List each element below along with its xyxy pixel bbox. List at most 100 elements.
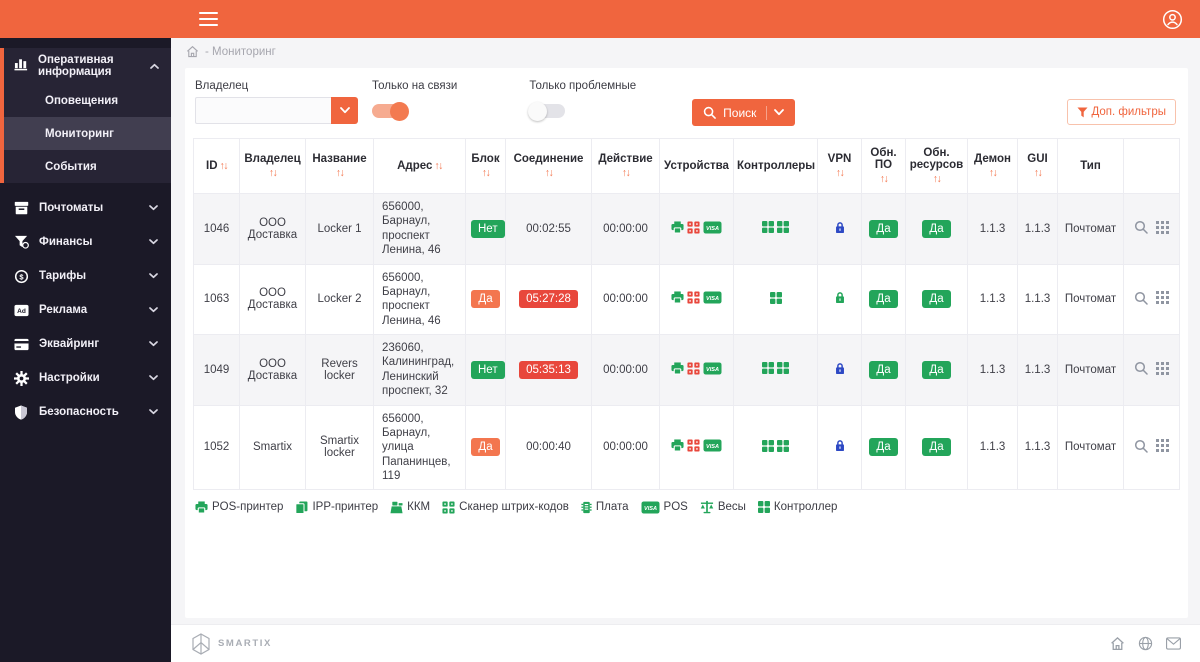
globe-icon[interactable] [1138,636,1153,651]
cell-res-update: Да [905,193,968,265]
sidebar-item-finance[interactable]: Финансы [0,225,171,259]
chevron-down-icon [149,375,158,381]
svg-text:VISA: VISA [706,296,719,302]
column-header-owner[interactable]: Владелец ↑↓ [239,138,306,194]
cell-owner: ООО Доставка [239,263,306,335]
sidebar-item-settings[interactable]: Настройки [0,361,171,395]
controller-icon [757,501,770,514]
column-header-address[interactable]: Адрес ↑↓ [373,138,466,194]
cell-daemon: 1.1.3 [967,404,1018,491]
vpn-lock-icon [834,221,846,237]
sidebar-item-security[interactable]: Безопасность [0,395,171,429]
credit-card-icon [13,338,29,351]
legend-item: IPP-принтер [295,501,378,514]
cell-type: Почтомат [1057,404,1124,491]
column-header-actions [1123,138,1180,194]
table-body: 1046 ООО Доставка Locker 1 656000, Барнаул,… [193,193,1180,491]
sidebar-item-monitoring[interactable]: Мониторинг [4,117,171,150]
svg-text:VISA: VISA [706,367,719,373]
cell-gui: 1.1.3 [1017,193,1058,265]
sidebar-group-operational-info: Оперативная информация Оповещения Монито… [0,48,171,183]
details-magnifier-icon[interactable] [1134,291,1148,305]
table-row: 1046 ООО Доставка Locker 1 656000, Барнаул,… [193,193,1180,265]
sidebar-item-acquiring[interactable]: Эквайринг [0,327,171,361]
details-magnifier-icon[interactable] [1134,439,1148,453]
sidebar-item-alerts[interactable]: Оповещения [45,94,119,107]
column-header-daemon[interactable]: Демон ↑↓ [967,138,1018,194]
cells-grid-icon[interactable] [1156,439,1169,453]
pos-terminal-icon: VISA [703,362,722,375]
sidebar-item-label: Финансы [39,236,93,248]
vpn-lock-icon [834,292,846,307]
search-button-label: Поиск [723,105,757,120]
cell-action: 00:00:00 [591,263,660,335]
column-header-block[interactable]: Блок ↑↓ [465,138,506,194]
column-header-connection[interactable]: Соединение ↑↓ [505,138,592,194]
legend-label: IPP-принтер [312,501,379,514]
vpn-lock-icon [834,362,846,378]
online-toggle[interactable] [372,101,409,121]
cell-controllers [733,334,818,406]
owner-filter: Владелец [195,80,358,124]
column-header-id[interactable]: ID ↑↓ [193,138,240,194]
barcode-scanner-icon [687,362,700,375]
more-filters-button[interactable]: Доп. фильтры [1067,99,1176,125]
legend-label: Контроллер [773,501,838,514]
column-header-vpn[interactable]: VPN ↑↓ [817,138,862,194]
filter-bar: Владелец Только на связи Только проблемн… [193,76,1180,138]
cell-daemon: 1.1.3 [967,193,1018,265]
sidebar-item-ads[interactable]: Ad Реклама [0,293,171,327]
column-header-action[interactable]: Действие ↑↓ [591,138,660,194]
sidebar-item-postamats[interactable]: Почтоматы [0,191,171,225]
block-badge: Нет [471,219,505,238]
controller-icon [777,362,789,375]
sidebar-item-events[interactable]: События [45,160,97,173]
res-update-badge: Да [922,290,951,309]
column-header-name[interactable]: Название ↑↓ [305,138,374,194]
owner-select[interactable] [195,97,331,124]
brand: SMARTIX [191,632,272,655]
sidebar-item-tariffs[interactable]: $ Тарифы [0,259,171,293]
cell-action: 00:00:00 [591,334,660,406]
chevron-down-icon [149,205,158,211]
legend-label: Весы [717,501,746,514]
cell-address: 656000, Барнаул, улица Папанинцев, 119 [373,404,466,491]
column-header-sw_update[interactable]: Обн. ПО ↑↓ [861,138,906,194]
pos-printer-icon [671,221,684,234]
ipp-printer-icon [295,501,308,514]
cell-vpn [817,263,862,335]
sidebar-group-header[interactable]: Оперативная информация [4,48,171,84]
problem-toggle[interactable] [528,101,566,121]
problem-filter: Только проблемные [528,80,636,121]
details-magnifier-icon[interactable] [1134,361,1148,375]
column-header-res_update[interactable]: Обн. ресурсов ↑↓ [905,138,968,194]
column-header-gui[interactable]: GUI ↑↓ [1017,138,1058,194]
block-badge: Да [471,438,500,457]
mail-icon[interactable] [1166,637,1181,650]
details-magnifier-icon[interactable] [1134,220,1148,234]
breadcrumb-text: - Мониторинг [205,45,276,58]
cells-grid-icon[interactable] [1156,291,1169,305]
online-label: Только на связи [372,80,458,92]
barcode-scanner-icon [687,439,700,452]
chevron-down-icon [149,273,158,279]
cell-owner: ООО Доставка [239,334,306,406]
home-icon[interactable] [1110,636,1125,651]
cell-sw-update: Да [861,193,906,265]
cells-grid-icon[interactable] [1156,361,1169,375]
cell-vpn [817,334,862,406]
user-icon[interactable] [1162,9,1183,30]
owner-select-chevron-icon[interactable] [331,97,358,124]
cells-grid-icon[interactable] [1156,220,1169,234]
vpn-lock-icon [834,440,846,455]
more-filters-label: Доп. фильтры [1091,106,1166,118]
hamburger-menu-icon[interactable] [199,11,218,27]
chevron-down-icon[interactable] [774,109,785,116]
home-icon[interactable] [186,45,199,58]
search-button[interactable]: Поиск [692,99,796,126]
cell-owner: Smartix [239,404,306,491]
cell-devices: VISA [659,334,734,406]
cell-actions [1123,404,1180,491]
table-row: 1063 ООО Доставка Locker 2 656000, Барнаул,… [193,263,1180,335]
footer: SMARTIX [171,624,1200,662]
